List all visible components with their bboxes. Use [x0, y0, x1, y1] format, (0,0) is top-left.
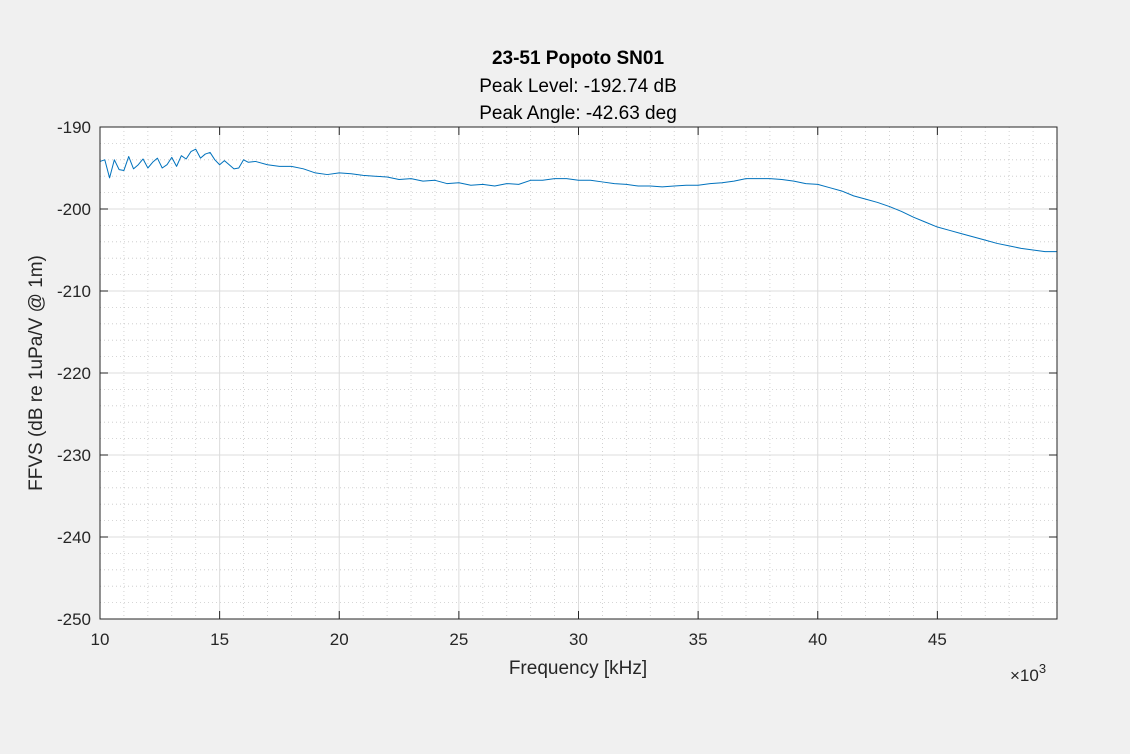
chart-title: 23-51 Popoto SN01	[492, 48, 665, 69]
x-axis-label: Frequency [kHz]	[509, 658, 647, 679]
ticks	[99, 126, 1057, 620]
y-tick-label: -220	[57, 364, 91, 383]
x-tick-label: 15	[210, 630, 229, 649]
y-tick-label: -250	[57, 610, 91, 629]
chart-subtitle-peak-angle: Peak Angle: -42.63 deg	[479, 103, 677, 124]
y-tick-label: -230	[57, 446, 91, 465]
x-tick-label: 35	[689, 630, 708, 649]
x-tick-label: 40	[808, 630, 827, 649]
series-layer	[99, 148, 1057, 253]
series-line-0	[99, 148, 1057, 253]
x-tick-label: 25	[449, 630, 468, 649]
x-tick-label: 20	[330, 630, 349, 649]
x-exponent-power: 3	[1039, 661, 1046, 676]
y-tick-labels: -190 -200 -210 -220 -230 -240 -250	[57, 118, 91, 629]
x-tick-labels: 10 15 20 25 30 35 40 45	[91, 630, 947, 649]
y-tick-label: -190	[57, 118, 91, 137]
x-exponent-label: ×103	[1010, 661, 1046, 685]
x-tick-label: 10	[91, 630, 110, 649]
y-tick-label: -240	[57, 528, 91, 547]
x-tick-label: 30	[569, 630, 588, 649]
y-axis-label: FFVS (dB re 1uPa/V @ 1m)	[26, 255, 47, 491]
y-tick-label: -210	[57, 282, 91, 301]
chart-subtitle-peak-level: Peak Level: -192.74 dB	[479, 76, 677, 97]
x-exponent-base: ×10	[1010, 666, 1039, 685]
y-tick-label: -200	[57, 200, 91, 219]
x-tick-label: 45	[928, 630, 947, 649]
